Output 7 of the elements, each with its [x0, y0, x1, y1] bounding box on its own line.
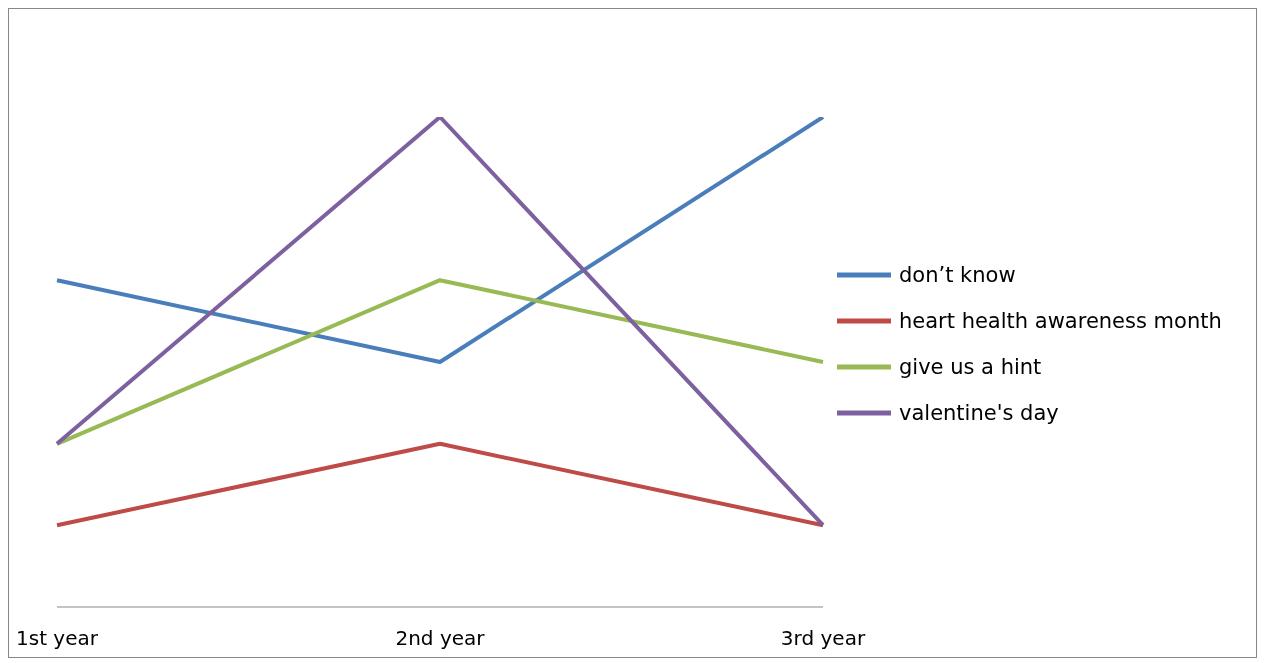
legend-label: give us a hint: [899, 355, 1042, 379]
x-tick-label: 3rd year: [780, 626, 866, 651]
x-tick-label: 1st year: [16, 626, 99, 651]
x-tick-label: 2nd year: [395, 626, 486, 651]
legend-label: heart health awareness month: [899, 309, 1222, 333]
legend-label: valentine's day: [899, 401, 1059, 425]
legend-label: don’t know: [899, 263, 1016, 287]
